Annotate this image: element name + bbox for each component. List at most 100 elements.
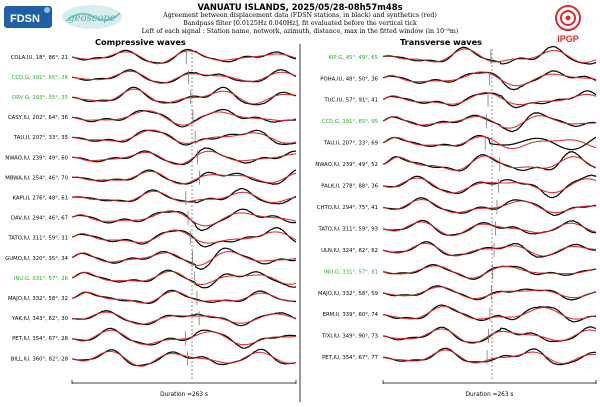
synthetic-trace-transverse-13 [383, 328, 597, 344]
synthetic-trace-compressive-3 [72, 110, 297, 126]
synthetic-trace-transverse-2 [383, 92, 597, 106]
data-trace-transverse-5 [382, 151, 597, 172]
subtitle-line-3: Left of each signal : Station name, netw… [141, 28, 459, 35]
station-label-transverse-2: TUC,IU, 57°, 91°, 41 [323, 98, 378, 104]
station-label-transverse-14: PET,IU, 354°, 67°, 77 [322, 355, 378, 361]
data-trace-compressive-13 [72, 310, 297, 327]
data-trace-transverse-10 [383, 263, 597, 280]
synthetic-trace-transverse-10 [383, 265, 597, 279]
station-label-compressive-1: CCD,G, 191°, 65°, 36 [12, 75, 69, 81]
station-label-compressive-2: DRV,G, 193°, 55°, 35 [12, 95, 68, 101]
station-label-compressive-14: PET,IU, 354°, 67°, 28 [12, 336, 69, 342]
station-label-transverse-12: ERM,II, 339°, 60°, 74 [323, 312, 379, 318]
fdsn-logo: FDSN [4, 6, 52, 28]
data-trace-transverse-0 [383, 45, 597, 65]
station-label-compressive-6: MBWA,IU, 254°, 46°, 70 [5, 175, 68, 181]
synthetic-trace-transverse-8 [382, 221, 597, 237]
data-trace-transverse-3 [383, 112, 597, 133]
synthetic-trace-transverse-9 [383, 242, 597, 257]
ipgp-logo: IPGP [555, 5, 581, 44]
duration-label-transverse: Duration =263 s [466, 392, 514, 398]
station-label-compressive-12: MAJO,IU, 332°, 58°, 32 [8, 296, 68, 302]
synthetic-trace-compressive-11 [71, 270, 297, 286]
data-trace-compressive-5 [72, 147, 297, 166]
data-trace-transverse-11 [382, 285, 597, 301]
data-trace-compressive-15 [72, 348, 296, 367]
subtitle-line-1: Agreement between displacement data (FDS… [163, 12, 437, 19]
transverse-waves-title: Transverse waves [400, 37, 483, 47]
station-label-compressive-3: CASY,IU, 202°, 64°, 36 [8, 115, 69, 121]
station-label-transverse-6: PALK,II, 278°, 88°, 36 [321, 184, 378, 190]
station-label-transverse-7: CHTO,IU, 294°, 75°, 41 [317, 205, 378, 211]
station-label-compressive-11: INU,G, 331°, 57°, 26 [14, 276, 69, 282]
data-trace-transverse-14 [383, 347, 597, 366]
duration-label-compressive: Duration =263 s [160, 392, 208, 398]
data-trace-compressive-12 [71, 289, 297, 304]
data-trace-compressive-0 [71, 48, 297, 64]
synthetic-trace-compressive-15 [72, 350, 297, 367]
station-label-compressive-7: KAPI,II, 276°, 48°, 61 [12, 196, 68, 202]
station-label-compressive-0: COLA,IU, 18°, 86°, 21 [11, 55, 68, 61]
synthetic-trace-compressive-0 [72, 50, 297, 65]
station-label-transverse-10: INU,G, 331°, 57°, 81 [324, 269, 378, 275]
synthetic-trace-compressive-8 [72, 210, 297, 227]
station-label-compressive-9: TATO,IU, 311°, 59°, 31 [7, 236, 68, 242]
synthetic-trace-transverse-5 [382, 155, 597, 171]
data-trace-compressive-7 [72, 187, 297, 205]
synthetic-trace-compressive-6 [72, 170, 297, 185]
data-trace-compressive-4 [71, 129, 297, 146]
synthetic-trace-transverse-3 [383, 115, 597, 129]
data-trace-transverse-4 [382, 134, 597, 151]
station-label-transverse-13: TIXI,IU, 349°, 90°, 73 [321, 334, 378, 340]
synthetic-trace-compressive-1 [72, 70, 297, 84]
synthetic-trace-transverse-14 [383, 349, 597, 364]
station-label-compressive-13: YAK,IU, 343°, 82°, 30 [11, 316, 69, 322]
data-trace-compressive-6 [71, 169, 297, 185]
station-label-compressive-8: DAV,IU, 294°, 46°, 67 [11, 216, 68, 222]
data-trace-transverse-6 [383, 174, 597, 199]
synthetic-trace-compressive-5 [71, 150, 297, 166]
fdsn-logo-text: FDSN [10, 13, 40, 25]
data-trace-compressive-3 [72, 108, 297, 128]
synthetic-trace-transverse-12 [383, 305, 597, 320]
data-trace-compressive-10 [72, 247, 297, 270]
station-label-transverse-8: TATO,IU, 311°, 59°, 93 [317, 226, 378, 232]
station-label-compressive-4: TAU,II, 207°, 33°, 35 [13, 135, 68, 141]
synthetic-trace-compressive-12 [71, 290, 297, 304]
station-label-transverse-9: ULN,IU, 324°, 82°, 62 [321, 248, 378, 254]
synthetic-trace-compressive-14 [72, 329, 297, 346]
synthetic-trace-transverse-0 [383, 48, 597, 64]
station-label-transverse-4: TAU,II, 207°, 33°, 69 [323, 141, 378, 147]
station-label-transverse-5: NWAO,IU, 239°, 49°, 52 [315, 162, 378, 168]
station-label-transverse-11: MAJO,IU, 332°, 58°, 59 [318, 291, 378, 297]
data-trace-compressive-9 [72, 226, 297, 248]
data-trace-compressive-14 [71, 327, 296, 349]
data-trace-compressive-8 [72, 208, 297, 232]
data-trace-compressive-1 [72, 69, 297, 84]
subtitle-line-2: Bandpass filter [0.0125Hz 0.040Hz], fit … [183, 20, 417, 27]
synthetic-trace-compressive-9 [72, 229, 297, 244]
geoscope-logo: geoscope [62, 5, 122, 29]
synthetic-trace-transverse-4 [383, 135, 597, 150]
station-label-compressive-5: NWAO,IU, 239°, 49°, 60 [5, 155, 68, 161]
page-title: VANUATU ISLANDS, 2025/05/28-08h57m48s [197, 2, 403, 12]
geoscope-logo-text: geoscope [68, 13, 115, 24]
data-trace-compressive-11 [71, 269, 297, 289]
synthetic-trace-compressive-7 [71, 190, 297, 204]
ipgp-logo-text: IPGP [557, 34, 579, 44]
station-label-transverse-1: POHA,IU, 48°, 50°, 36 [320, 76, 378, 82]
station-label-compressive-10: GUMO,IU, 320°, 35°, 34 [5, 256, 68, 262]
synthetic-trace-compressive-13 [71, 311, 297, 325]
station-label-compressive-15: BILL,IU, 360°, 82°, 28 [11, 356, 69, 362]
synthetic-trace-compressive-2 [72, 88, 296, 105]
compressive-waves-title: Compressive waves [95, 37, 186, 47]
station-label-transverse-0: KIP,G, 45°, 49°, 65 [328, 55, 378, 61]
data-trace-transverse-9 [383, 241, 596, 258]
synthetic-trace-compressive-10 [72, 251, 297, 266]
station-label-transverse-3: CCD,G, 191°, 65°, 95 [322, 119, 378, 125]
synthetic-trace-transverse-11 [383, 286, 597, 300]
data-trace-transverse-12 [383, 304, 597, 323]
synthetic-trace-transverse-7 [383, 199, 596, 214]
synthetic-trace-compressive-4 [71, 129, 297, 144]
